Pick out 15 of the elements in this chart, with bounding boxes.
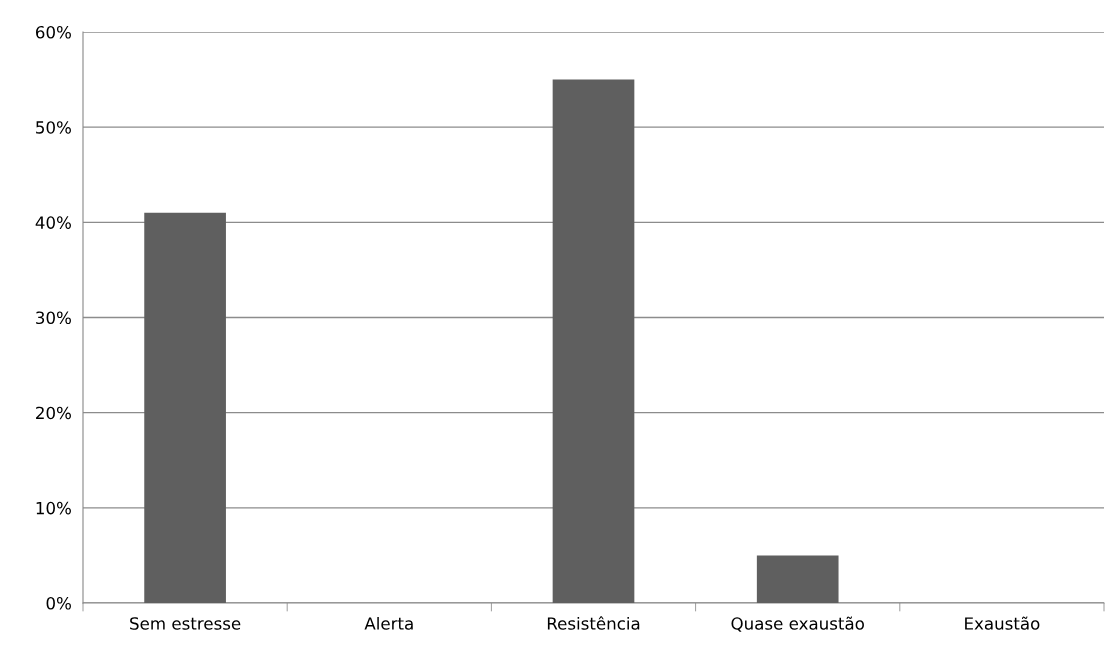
y-tick-label: 30% xyxy=(36,311,71,325)
bar xyxy=(552,79,635,603)
x-tick-label: Resistência xyxy=(547,616,640,630)
x-tick-label: Quase exaustão xyxy=(731,616,864,632)
x-tick-label: Exaustão xyxy=(965,616,1040,630)
y-tick-label: 10% xyxy=(36,501,71,515)
bar xyxy=(144,212,226,603)
y-tick-label: 0% xyxy=(46,596,71,610)
y-tick-label: 40% xyxy=(35,216,71,229)
y-tick-label: 20% xyxy=(36,406,71,420)
y-tick-label: 60% xyxy=(36,25,71,39)
y-tick-label: 50% xyxy=(36,121,71,134)
bar xyxy=(756,555,839,603)
x-tick-label: Sem estresse xyxy=(130,617,241,630)
x-tick-label: Alerta xyxy=(364,616,413,630)
